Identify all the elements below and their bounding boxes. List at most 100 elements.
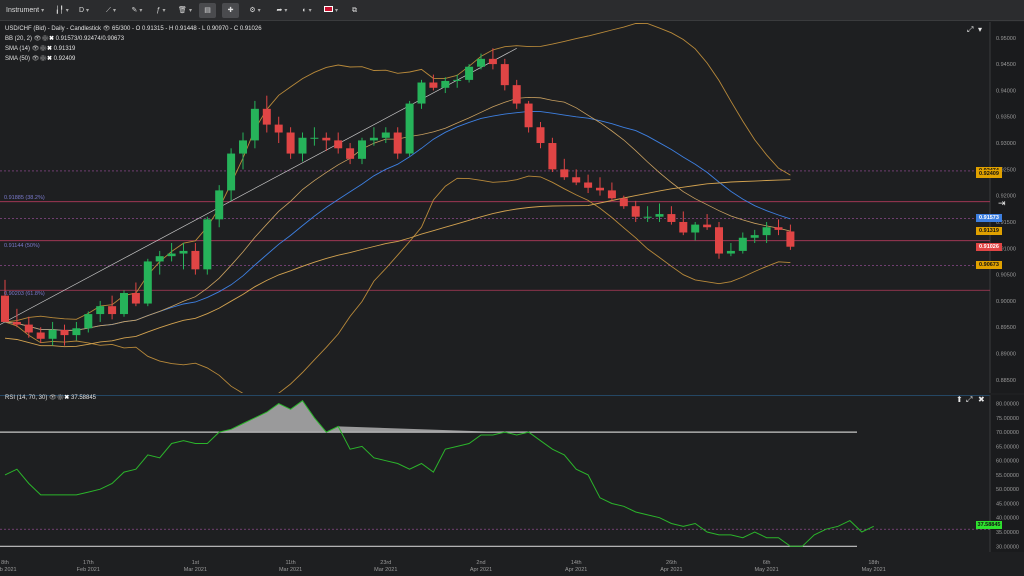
price-tag: 0.90673 (976, 261, 1002, 270)
price-chart[interactable]: 0.95000 0.94500 0.94000 0.93500 0.93000 0.925… (0, 22, 1024, 393)
candle-body (369, 137, 378, 141)
price-tick-label: 0.94000 (996, 88, 1016, 94)
rsi-tick-label: 40.00000 (996, 516, 1019, 522)
price-tick-label: 0.92000 (996, 194, 1016, 200)
theme-menu[interactable]: ◐ ▾ (296, 3, 318, 18)
candle-body (703, 224, 712, 228)
eye-icon[interactable]: 👁 (31, 56, 40, 62)
candle-body (655, 214, 664, 217)
candle-body (24, 324, 33, 333)
eye-icon[interactable]: 👁 (31, 46, 40, 52)
candle-body (60, 329, 69, 336)
instrument-menu[interactable]: Instrument ▾ (4, 3, 50, 18)
price-tag: 0.91026 (976, 242, 1002, 251)
settings-icon[interactable]: ⚙ (41, 36, 49, 42)
delete-menu[interactable]: 🗑 ▾ (174, 3, 196, 18)
candle-body (405, 103, 414, 154)
share-icon: ➦ (276, 7, 283, 14)
candle-body (274, 124, 283, 133)
candle-body (346, 148, 355, 159)
candle-body (667, 214, 676, 222)
menu-icon[interactable]: ▾ (978, 25, 983, 34)
sma50-value: 0.92409 (53, 56, 76, 62)
price-tick-label: 0.94500 (996, 62, 1016, 68)
x-tick-month: Mar 2021 (279, 567, 302, 573)
close-icon[interactable]: ✖ (64, 395, 70, 401)
scroll-to-latest-icon[interactable]: ⇥ (998, 198, 1006, 208)
fib-label-618: 0.90203 (61.8%) (4, 291, 45, 297)
rsi-line (4, 399, 874, 547)
close-icon[interactable]: ✖ (46, 46, 52, 52)
bb-lower-line (4, 175, 791, 393)
price-tag: 0.91319 (976, 227, 1002, 236)
candle-body (726, 250, 735, 254)
pencil-icon: ✎ (131, 7, 138, 14)
eye-icon[interactable]: 👁 (49, 395, 57, 401)
candle-body (691, 224, 700, 233)
settings-menu[interactable]: ⚙ ▾ (244, 3, 266, 18)
candle-body (250, 108, 259, 141)
rsi-tick-label: 65.00000 (996, 444, 1019, 450)
annotation-menu[interactable]: ✎ ▾ (126, 3, 148, 18)
expand-icon[interactable]: ⤢ (966, 395, 973, 404)
timeframe-menu[interactable]: D ▾ (74, 3, 94, 18)
layout-icon: ▤ (204, 7, 211, 14)
x-tick-month: Apr 2021 (565, 567, 587, 573)
candle-body (120, 293, 128, 315)
expand-icon[interactable]: ⤢ (967, 25, 974, 34)
language-menu[interactable]: ▾ (320, 3, 342, 18)
indicators-menu[interactable]: ƒ ▾ (150, 3, 172, 18)
drawing-tools-menu[interactable]: ⟋ ▾ (100, 3, 122, 18)
candle-body (465, 66, 474, 80)
candle-body (381, 132, 390, 138)
chevron-down-icon: ▾ (188, 8, 192, 14)
candle-body (548, 143, 557, 170)
candle-body (262, 108, 271, 125)
popout-button[interactable]: ⧉ (347, 3, 362, 18)
settings-icon[interactable]: ⚙ (39, 46, 47, 52)
candle-body (227, 153, 236, 191)
ohlc-values: 65/300 - O 0.91315 - H 0.91448 - L 0.909… (111, 26, 262, 32)
x-tick-day: 2nd (476, 560, 485, 566)
price-tick-label: 0.88500 (996, 378, 1016, 384)
candle-body (441, 80, 450, 88)
candle-body (619, 198, 628, 207)
theme-icon: ◐ (302, 7, 307, 14)
layout-single-button[interactable]: ▤ (199, 3, 216, 18)
candle-body (322, 137, 331, 141)
rsi-overbought-fill (213, 400, 535, 433)
crosshair-button[interactable]: ✚ (222, 3, 239, 18)
close-icon[interactable]: ✖ (46, 56, 52, 62)
trendline-icon: ⟋ (106, 7, 111, 14)
chevron-down-icon: ▾ (41, 8, 45, 14)
chevron-down-icon: ▾ (65, 8, 69, 14)
candle-body (679, 221, 688, 233)
settings-icon[interactable]: ⚙ (56, 395, 65, 401)
rsi-tick-label: 70.00000 (996, 430, 1019, 436)
bb-legend: BB (20, 2) 👁⚙✖ 0.91573/0.92474/0.90673 (5, 35, 124, 44)
candle-body (203, 219, 212, 270)
close-icon[interactable]: ✖ (48, 36, 54, 42)
rsi-tick-label: 60.00000 (996, 459, 1019, 465)
settings-icon[interactable]: ⚙ (39, 56, 47, 62)
rsi-legend: RSI (14, 70, 30) 👁⚙✖ 37.58845 (5, 394, 96, 403)
close-icon[interactable]: ✖ (978, 395, 985, 404)
move-up-icon[interactable]: ⬆ (956, 395, 963, 404)
sma14-label: SMA (14) (5, 46, 31, 52)
candle-body (512, 85, 521, 104)
candle-body (524, 103, 533, 128)
eye-icon[interactable]: 👁 (33, 36, 42, 42)
chart-type-menu[interactable]: ╽╿ ▾ (52, 3, 72, 18)
candle-body (774, 227, 783, 230)
flag-uk-icon (323, 6, 333, 12)
price-tick-label: 0.95000 (996, 36, 1016, 42)
chevron-down-icon: ▾ (86, 8, 90, 14)
sma50-legend: SMA (50) 👁⚙✖ 0.92409 (5, 55, 75, 64)
candle-body (191, 250, 200, 270)
share-menu[interactable]: ➦ ▾ (271, 3, 293, 18)
candle-body (155, 256, 164, 262)
candle-body (167, 253, 176, 257)
x-tick-day: 18th (868, 560, 879, 566)
bb-label: BB (20, 2) (5, 36, 33, 42)
